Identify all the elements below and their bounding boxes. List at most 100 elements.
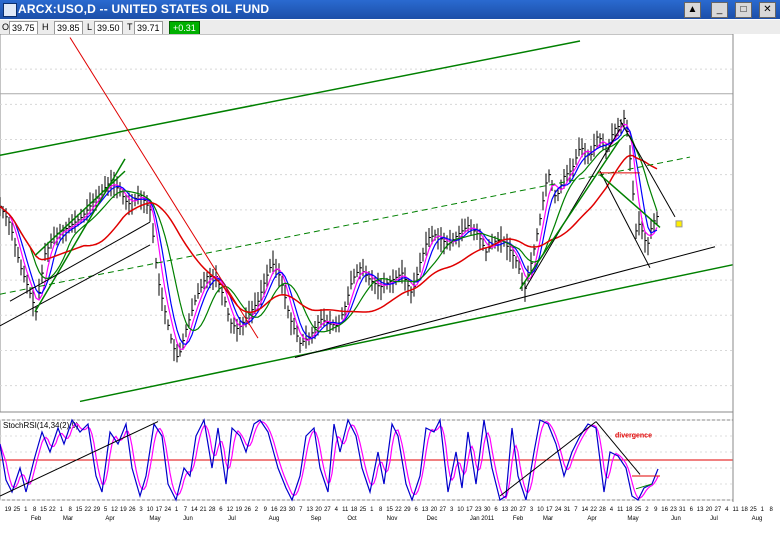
- x-tick-label: 3: [450, 507, 454, 513]
- right-axis-bg: [733, 34, 780, 502]
- stoch-title: StochRSI(14,34(2),9): [3, 421, 79, 430]
- x-tick-label: 10: [147, 507, 154, 513]
- x-tick-label: 22: [590, 507, 597, 513]
- x-tick-label: 10: [457, 507, 464, 513]
- x-tick-label: 10: [537, 507, 544, 513]
- x-tick-label: 27: [324, 507, 331, 513]
- x-tick-label: 2: [255, 507, 259, 513]
- x-tick-label: 7: [184, 507, 188, 513]
- x-tick-label: 22: [49, 507, 56, 513]
- x-tick-label: 29: [404, 507, 411, 513]
- x-month-label: Oct: [347, 516, 357, 522]
- x-tick-label: 4: [335, 507, 339, 513]
- x-tick-label: 16: [271, 507, 278, 513]
- x-tick-label: 25: [750, 507, 757, 513]
- trend-line-black-apr-up: [524, 128, 621, 290]
- stoch-panel: StochRSI(14,34(2),9)100.0080.0060.0040.0…: [0, 416, 780, 512]
- x-tick-label: 27: [715, 507, 722, 513]
- x-tick-label: 8: [33, 507, 37, 513]
- x-tick-label: 27: [439, 507, 446, 513]
- x-tick-label: 8: [379, 507, 383, 513]
- x-tick-label: 19: [120, 507, 127, 513]
- price-frame: [0, 34, 734, 413]
- title-bar[interactable]: ARCX:USO,D -- UNITED STATES OIL FUND ▲ _…: [0, 0, 780, 19]
- x-tick-label: 7: [574, 507, 578, 513]
- x-month-label: Feb: [31, 516, 42, 522]
- x-tick-label: 30: [289, 507, 296, 513]
- x-tick-label: 24: [555, 507, 562, 513]
- high-value: 39.85: [54, 21, 83, 35]
- x-month-label: Mar: [543, 516, 553, 522]
- x-tick-label: 11: [342, 507, 349, 513]
- x-tick-label: 15: [76, 507, 83, 513]
- x-month-label: Jun: [671, 516, 681, 522]
- last-label: T: [127, 22, 133, 32]
- x-tick-label: 12: [226, 507, 233, 513]
- x-month-label: Nov: [387, 516, 398, 522]
- trend-line-green-dashed-mid: [0, 156, 691, 295]
- trend-line-green-channel-bottom: [79, 263, 736, 403]
- x-tick-label: 23: [280, 507, 287, 513]
- x-month-label: Feb: [513, 516, 524, 522]
- minimize-button[interactable]: _: [711, 2, 728, 18]
- x-tick-label: 26: [244, 507, 251, 513]
- x-tick-label: 16: [661, 507, 668, 513]
- x-tick-label: 1: [761, 507, 765, 513]
- x-tick-label: 4: [610, 507, 614, 513]
- trend-line-red-downtrend: [69, 37, 259, 339]
- chart-svg: 48.0046.0044.0042.0040.0038.0036.0034.00…: [0, 34, 780, 536]
- pin-button[interactable]: ▲: [684, 2, 701, 18]
- x-month-label: Jul: [710, 516, 718, 522]
- divergence-annotation: divergence: [615, 433, 652, 440]
- x-tick-label: 15: [40, 507, 47, 513]
- x-tick-label: 18: [351, 507, 358, 513]
- x-tick-label: 9: [264, 507, 268, 513]
- change-value: +0.31: [169, 21, 200, 35]
- x-tick-label: 15: [386, 507, 393, 513]
- x-tick-label: 20: [510, 507, 517, 513]
- x-tick-label: 1: [24, 507, 28, 513]
- stoch-trend-line: [499, 421, 597, 497]
- high-label: H: [42, 22, 49, 32]
- x-tick-label: 2: [645, 507, 649, 513]
- x-tick-label: 17: [466, 507, 473, 513]
- x-tick-label: 25: [635, 507, 642, 513]
- x-tick-label: 13: [697, 507, 704, 513]
- x-month-label: Aug: [752, 516, 763, 522]
- x-tick-label: 1: [175, 507, 179, 513]
- trend-line-black-apr-down-2: [599, 170, 651, 269]
- x-month-label: May: [149, 516, 160, 522]
- moving-average-line: [0, 126, 658, 345]
- close-button[interactable]: ✕: [759, 2, 776, 18]
- x-tick-label: 13: [306, 507, 313, 513]
- app-icon: [3, 3, 17, 17]
- x-tick-label: 23: [475, 507, 482, 513]
- x-tick-label: 21: [200, 507, 207, 513]
- x-tick-label: 14: [191, 507, 198, 513]
- moving-average-line: [0, 123, 658, 351]
- x-tick-label: 20: [706, 507, 713, 513]
- x-tick-label: 6: [690, 507, 694, 513]
- x-tick-label: 20: [431, 507, 438, 513]
- trend-line-black-long-support: [294, 246, 716, 358]
- x-axis-bg: [0, 502, 780, 536]
- x-month-label: Sep: [311, 516, 322, 522]
- trend-line-black-feb-up: [9, 221, 151, 302]
- x-month-label: Aug: [269, 516, 280, 522]
- trend-line-green-channel-top: [0, 40, 581, 157]
- x-tick-label: 31: [679, 507, 686, 513]
- x-tick-label: 25: [360, 507, 367, 513]
- x-tick-label: 28: [599, 507, 606, 513]
- x-tick-label: 26: [129, 507, 136, 513]
- moving-average-line: [0, 133, 658, 333]
- quote-bar: O 39.75 H 39.85 L 39.50 T 39.71 +0.31: [0, 20, 780, 35]
- window-title: ARCX:USO,D -- UNITED STATES OIL FUND: [18, 2, 270, 16]
- x-tick-label: 3: [530, 507, 534, 513]
- low-value: 39.50: [94, 21, 123, 35]
- x-tick-label: 1: [60, 507, 64, 513]
- x-tick-label: 8: [769, 507, 773, 513]
- x-tick-label: 17: [156, 507, 163, 513]
- x-month-label: Mar: [63, 516, 73, 522]
- maximize-button[interactable]: □: [735, 2, 752, 18]
